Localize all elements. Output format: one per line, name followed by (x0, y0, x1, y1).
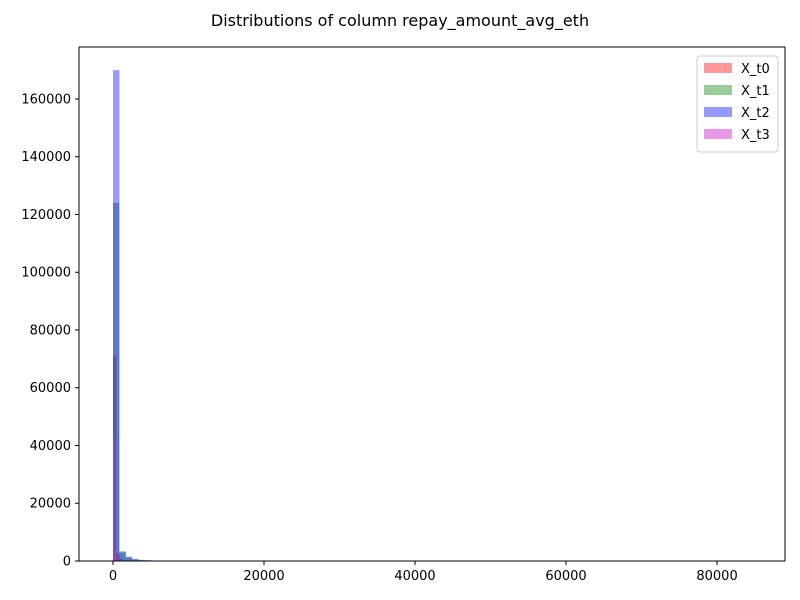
bar-X_t0-1 (116, 553, 120, 561)
y-tick-label: 140000 (21, 150, 71, 165)
legend-swatch-X_t1 (704, 85, 732, 95)
legend-label-X_t1: X_t1 (741, 84, 770, 99)
bar-X_t0-0 (112, 355, 117, 561)
x-tick-label: 60000 (545, 569, 586, 584)
legend-swatch-X_t3 (704, 129, 732, 139)
bar-X_t1-1 (119, 551, 126, 561)
legend: X_t0 X_t1 X_t2 X_t3 (696, 55, 779, 153)
plot-frame (78, 46, 786, 562)
legend-swatch-X_t2 (704, 107, 732, 117)
bar-X_t2-2 (125, 556, 133, 561)
legend-label-X_t3: X_t3 (741, 128, 770, 143)
y-tick-label: 120000 (21, 208, 71, 223)
bar-X_t1-2 (125, 557, 133, 561)
bar-X_t3-1 (114, 549, 116, 561)
x-tick-label: 0 (109, 569, 117, 584)
bar-X_t1-3 (132, 559, 139, 561)
bar-X_t2-1 (119, 552, 126, 561)
bar-X_t2-0 (112, 70, 120, 561)
y-tick-label: 60000 (30, 381, 71, 396)
bar-X_t0-2 (119, 558, 123, 561)
x-tick-label: 40000 (394, 569, 435, 584)
x-tick-label: 20000 (243, 569, 284, 584)
y-tick-label: 100000 (21, 266, 71, 281)
y-axis: 0 20000 40000 60000 80000 100000 120000 140000 1… (21, 92, 79, 570)
y-tick-label: 20000 (30, 497, 71, 512)
bar-X_t3-3 (117, 559, 120, 561)
x-axis: 0 20000 40000 60000 80000 (109, 561, 738, 584)
y-tick-label: 80000 (30, 323, 71, 338)
chart-title: Distributions of column repay_amount_avg… (211, 11, 589, 31)
y-tick-label: 40000 (30, 439, 71, 454)
bar-X_t1-0 (112, 202, 120, 561)
bar-X_t3-0 (112, 436, 115, 561)
x-tick-label: 80000 (696, 569, 737, 584)
bar-X_t2-4 (138, 559, 146, 561)
legend-box (696, 55, 779, 153)
bar-X_t3-2 (115, 556, 118, 561)
legend-label-X_t2: X_t2 (741, 106, 770, 121)
y-tick-label: 160000 (21, 92, 71, 107)
legend-label-X_t0: X_t0 (741, 62, 770, 77)
y-tick-label: 0 (63, 555, 71, 570)
bar-X_t2-3 (132, 558, 139, 561)
bars-group (112, 70, 152, 561)
legend-swatch-X_t0 (704, 63, 732, 73)
